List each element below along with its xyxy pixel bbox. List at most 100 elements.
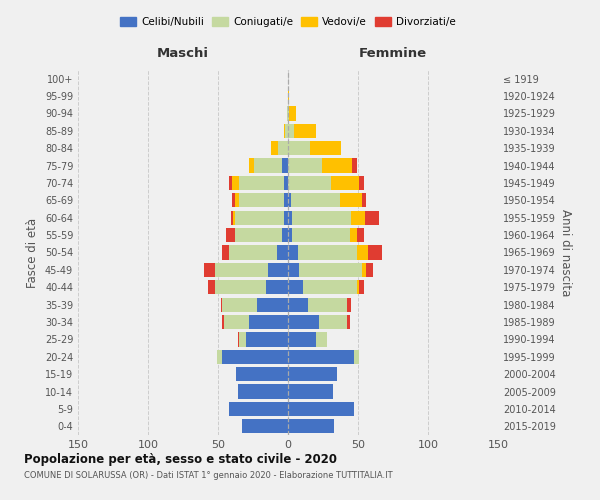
Bar (288, 176, 331, 190)
Bar (284, 176, 288, 190)
Bar (291, 193, 340, 208)
Bar (215, 280, 266, 294)
Bar (254, 158, 283, 172)
Bar (224, 315, 249, 329)
Bar (204, 263, 215, 277)
Bar (284, 210, 288, 225)
Bar (239, 176, 284, 190)
Bar (340, 193, 362, 208)
Bar (266, 280, 288, 294)
Bar (288, 210, 292, 225)
Bar (217, 350, 222, 364)
Legend: Celibi/Nubili, Coniugati/e, Vedovi/e, Divorziati/e: Celibi/Nubili, Coniugati/e, Vedovi/e, Di… (116, 12, 460, 32)
Bar (288, 141, 310, 156)
Bar (268, 263, 288, 277)
Bar (221, 298, 222, 312)
Bar (288, 193, 291, 208)
Y-axis label: Fasce di età: Fasce di età (26, 218, 39, 288)
Bar (288, 384, 333, 398)
Text: Popolazione per età, sesso e stato civile - 2020: Popolazione per età, sesso e stato civil… (24, 452, 337, 466)
Bar (285, 124, 288, 138)
Bar (229, 246, 277, 260)
Bar (288, 419, 334, 434)
Bar (368, 246, 382, 260)
Text: Femmine: Femmine (359, 46, 427, 60)
Bar (288, 332, 316, 346)
Bar (347, 298, 351, 312)
Bar (365, 210, 379, 225)
Y-axis label: Anni di nascita: Anni di nascita (559, 209, 572, 296)
Text: COMUNE DI SOLARUSSA (OR) - Dati ISTAT 1° gennaio 2020 - Elaborazione TUTTITALIA.: COMUNE DI SOLARUSSA (OR) - Dati ISTAT 1°… (24, 471, 392, 480)
Bar (239, 332, 246, 346)
Bar (354, 350, 359, 364)
Bar (230, 210, 233, 225)
Bar (367, 263, 373, 277)
Bar (289, 106, 296, 120)
Bar (284, 193, 288, 208)
Bar (229, 176, 232, 190)
Bar (319, 315, 347, 329)
Bar (236, 367, 288, 382)
Bar (283, 158, 288, 172)
Bar (246, 332, 288, 346)
Bar (356, 280, 359, 294)
Bar (288, 367, 337, 382)
Bar (356, 228, 364, 242)
Bar (293, 124, 316, 138)
Bar (298, 246, 356, 260)
Bar (277, 246, 288, 260)
Bar (222, 315, 224, 329)
Bar (235, 210, 284, 225)
Bar (222, 298, 257, 312)
Bar (288, 315, 319, 329)
Bar (288, 350, 354, 364)
Bar (283, 228, 288, 242)
Bar (235, 228, 283, 242)
Bar (233, 210, 235, 225)
Bar (288, 402, 354, 416)
Bar (232, 176, 239, 190)
Bar (288, 124, 293, 138)
Bar (242, 419, 288, 434)
Bar (359, 176, 364, 190)
Bar (359, 280, 364, 294)
Bar (292, 228, 350, 242)
Bar (308, 298, 347, 312)
Bar (278, 141, 288, 156)
Bar (288, 263, 299, 277)
Bar (288, 228, 292, 242)
Bar (288, 89, 289, 103)
Bar (331, 176, 359, 190)
Bar (362, 193, 367, 208)
Bar (350, 228, 356, 242)
Bar (288, 298, 308, 312)
Bar (232, 193, 235, 208)
Bar (310, 141, 341, 156)
Bar (362, 263, 367, 277)
Bar (288, 246, 298, 260)
Bar (215, 263, 268, 277)
Bar (239, 193, 284, 208)
Bar (222, 246, 229, 260)
Bar (222, 350, 288, 364)
Bar (257, 298, 288, 312)
Bar (238, 384, 288, 398)
Bar (304, 280, 356, 294)
Bar (226, 228, 235, 242)
Bar (288, 280, 304, 294)
Bar (235, 193, 239, 208)
Bar (352, 158, 356, 172)
Bar (288, 106, 289, 120)
Bar (356, 246, 368, 260)
Bar (351, 210, 365, 225)
Bar (284, 124, 285, 138)
Bar (316, 332, 327, 346)
Bar (347, 315, 350, 329)
Bar (292, 210, 351, 225)
Text: Maschi: Maschi (157, 46, 209, 60)
Bar (299, 263, 362, 277)
Bar (322, 158, 352, 172)
Bar (271, 141, 278, 156)
Bar (229, 402, 288, 416)
Bar (208, 280, 215, 294)
